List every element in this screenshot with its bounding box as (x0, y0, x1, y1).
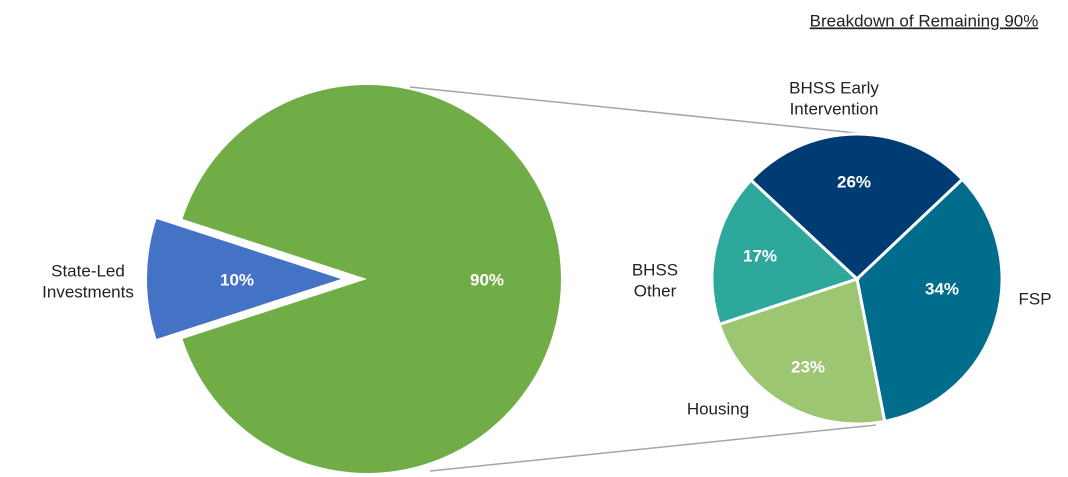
data-label: 90% (470, 270, 504, 289)
data-label: 23% (791, 357, 825, 376)
pie-slice (147, 219, 341, 339)
pie-slice (717, 277, 887, 426)
pie-slice (748, 132, 965, 282)
category-label: BHSS Early Intervention (789, 79, 879, 119)
category-label: Housing (687, 399, 749, 418)
connector-line (409, 86, 867, 135)
data-label: 34% (925, 279, 959, 298)
category-label: BHSS Other (632, 261, 678, 301)
data-label: 26% (837, 172, 871, 191)
pie-slice (710, 177, 860, 327)
pie-slice (182, 85, 561, 474)
category-label: FSP (1018, 289, 1051, 308)
pie-slice (855, 177, 1004, 424)
data-label: 10% (220, 270, 254, 289)
category-label: State-Led Investments (42, 262, 134, 302)
connector-line (429, 424, 877, 472)
second-pie-title: Breakdown of Remaining 90% (810, 11, 1039, 30)
data-label: 17% (743, 246, 777, 265)
